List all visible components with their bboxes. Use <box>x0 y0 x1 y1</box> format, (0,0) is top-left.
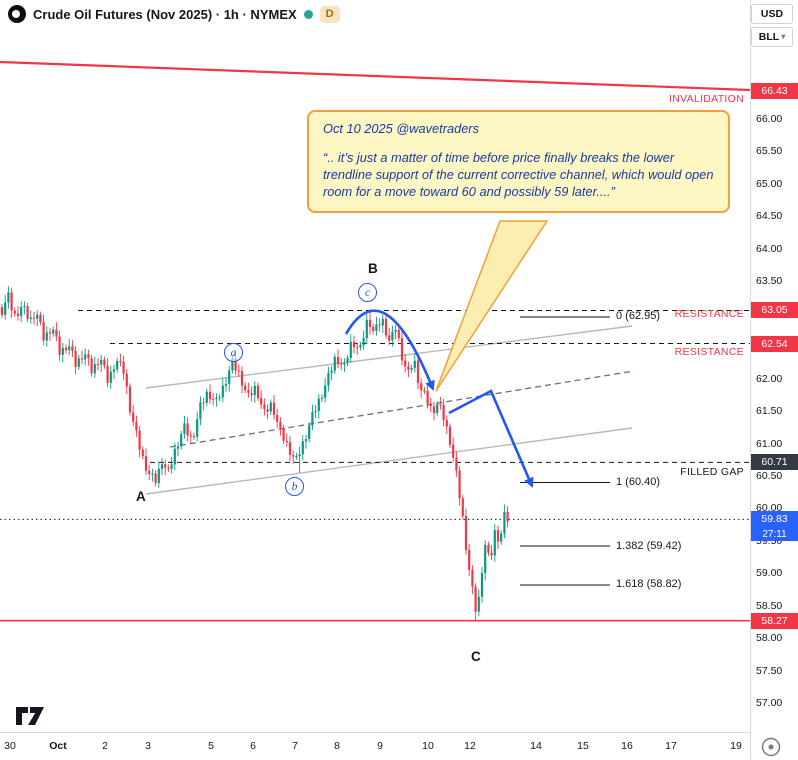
callout-body: “.. it’s just a matter of time before pr… <box>323 150 714 200</box>
scroll-to-realtime-button[interactable] <box>758 735 784 760</box>
interval-badge[interactable]: D <box>319 5 340 23</box>
time-tick: 15 <box>577 740 589 752</box>
price-label-58.27: 58.27 <box>751 612 798 629</box>
price-tick: 60.00 <box>756 502 783 515</box>
time-tick: 16 <box>621 740 633 752</box>
chevron-down-icon: ▾ <box>781 32 786 41</box>
price-label-60.71: 60.71 <box>751 454 798 471</box>
time-tick: 12 <box>464 740 476 752</box>
projection-arrow-curve <box>344 309 435 391</box>
price-tick: 60.50 <box>756 469 783 482</box>
time-tick: 14 <box>530 740 542 752</box>
countdown-label: 27:11 <box>751 527 798 542</box>
price-tick: 59.00 <box>756 567 783 580</box>
time-tick: 10 <box>422 740 434 752</box>
price-tick: 58.00 <box>756 632 783 645</box>
price-label-66.43: 66.43 <box>751 83 798 100</box>
price-tick: 62.00 <box>756 372 783 385</box>
currency-button-label: USD <box>760 8 784 20</box>
price-tick: 64.50 <box>756 210 783 223</box>
chart-header: Crude Oil Futures (Nov 2025) · 1h · NYME… <box>8 3 340 25</box>
currency-button[interactable]: USD <box>751 4 793 24</box>
price-tick: 57.00 <box>756 697 783 710</box>
unit-button-label: BLL <box>758 31 780 43</box>
price-tick: 57.50 <box>756 664 783 677</box>
time-tick: 19 <box>730 740 742 752</box>
projection-arrow-zigzag <box>448 389 534 488</box>
symbol-title[interactable]: Crude Oil Futures (Nov 2025) · 1h · NYME… <box>33 6 297 22</box>
price-tick: 64.00 <box>756 242 783 255</box>
price-label-62.54: 62.54 <box>751 335 798 352</box>
horizontal-levels <box>0 309 750 622</box>
time-axis[interactable]: 30 Oct 2 3 5 6 7 8 9 10 12 14 15 16 17 19 <box>0 732 750 760</box>
time-tick: 9 <box>377 740 383 752</box>
price-tick: 65.50 <box>756 145 783 158</box>
callout-title: Oct 10 2025 @wavetraders <box>323 121 479 136</box>
price-tick: 61.00 <box>756 437 783 450</box>
tradingview-logo[interactable] <box>14 704 48 731</box>
price-label-63.05: 63.05 <box>751 302 798 319</box>
price-tick: 65.00 <box>756 177 783 190</box>
time-tick: Oct <box>49 740 67 752</box>
price-label-59.83: 59.83 <box>751 511 798 528</box>
time-tick: 2 <box>102 740 108 752</box>
price-tick: 63.50 <box>756 275 783 288</box>
invalidation-trendline <box>0 60 751 92</box>
unit-button[interactable]: BLL ▾ <box>751 27 793 47</box>
candles-layer <box>0 286 509 621</box>
time-tick: 8 <box>334 740 340 752</box>
callout-tail <box>435 220 549 392</box>
price-tick: 66.00 <box>756 113 783 125</box>
time-tick: 3 <box>145 740 151 752</box>
annotation-callout[interactable]: Oct 10 2025 @wavetraders “.. it’s just a… <box>307 110 730 214</box>
instrument-logo-icon <box>8 5 26 23</box>
price-axis[interactable]: 66.0065.5065.0064.5064.0063.5063.0062.50… <box>750 0 798 760</box>
price-tick: 58.50 <box>756 599 783 612</box>
channel-lines <box>145 325 635 495</box>
market-status-icon <box>303 9 313 19</box>
time-tick: 30 <box>4 740 16 752</box>
price-tick: 61.50 <box>756 405 783 418</box>
time-tick: 7 <box>292 740 298 752</box>
time-tick: 17 <box>665 740 677 752</box>
time-tick: 5 <box>208 740 214 752</box>
time-tick: 6 <box>250 740 256 752</box>
